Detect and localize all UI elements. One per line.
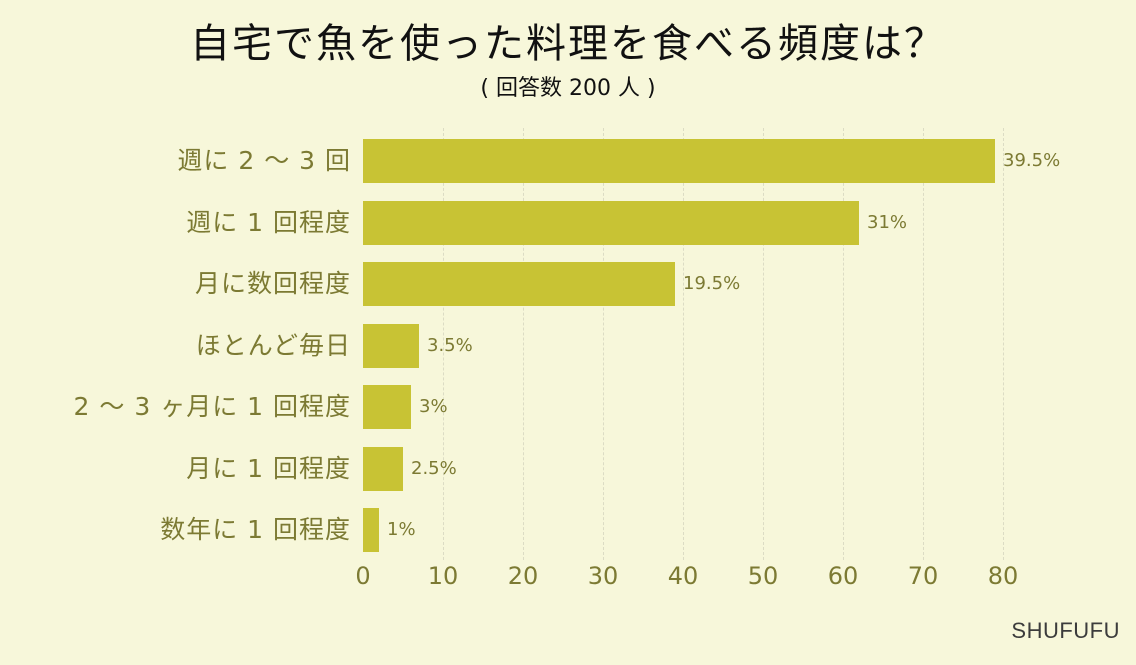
bar bbox=[363, 385, 411, 429]
category-label: 月に 1 回程度 bbox=[186, 453, 351, 483]
bar-value-label: 19.5% bbox=[683, 273, 741, 294]
category-label: 月に数回程度 bbox=[194, 269, 351, 298]
bar-value-label: 3% bbox=[419, 396, 448, 417]
bar bbox=[363, 508, 379, 552]
x-axis-tick: 20 bbox=[507, 562, 539, 590]
category-label: 週に 1 回程度 bbox=[186, 207, 351, 237]
brand-logo: SHUFUFU bbox=[1011, 618, 1120, 643]
gridline bbox=[523, 128, 524, 560]
gridline bbox=[923, 128, 924, 560]
bar bbox=[363, 323, 419, 368]
x-axis-tick: 0 bbox=[355, 562, 371, 590]
gridline bbox=[603, 128, 604, 560]
bar bbox=[363, 200, 859, 245]
x-axis-tick: 70 bbox=[907, 562, 939, 590]
bar-value-label: 31% bbox=[867, 211, 908, 233]
category-label: 2 ～ 3 ヶ月に 1 回程度 bbox=[73, 392, 351, 421]
gridline bbox=[843, 128, 844, 560]
bar-value-label: 39.5% bbox=[1003, 150, 1061, 171]
bar-value-label: 1% bbox=[387, 519, 416, 540]
x-axis-tick: 60 bbox=[827, 562, 859, 590]
x-axis-tick: 30 bbox=[587, 562, 619, 590]
bar bbox=[363, 262, 675, 306]
gridline bbox=[1003, 128, 1004, 560]
gridline bbox=[443, 128, 444, 560]
bar-value-label: 2.5% bbox=[411, 457, 457, 479]
gridline bbox=[763, 128, 764, 560]
bar bbox=[363, 139, 995, 183]
x-axis-tick: 40 bbox=[667, 562, 699, 590]
chart-subtitle: ( 回答数 200 人 ) bbox=[480, 76, 656, 101]
x-axis-tick: 10 bbox=[427, 562, 459, 590]
category-label: ほとんど毎日 bbox=[195, 330, 351, 360]
x-axis-tick: 80 bbox=[987, 562, 1019, 590]
bar-value-label: 3.5% bbox=[427, 334, 473, 356]
category-label: 数年に 1 回程度 bbox=[160, 515, 351, 544]
chart-title: 自宅で魚を使った料理を食べる頻度は？ bbox=[190, 21, 946, 67]
x-axis-tick: 50 bbox=[747, 562, 779, 590]
gridline bbox=[683, 128, 684, 560]
bar bbox=[363, 446, 403, 491]
category-label: 週に 2 ～ 3 回 bbox=[177, 146, 351, 175]
